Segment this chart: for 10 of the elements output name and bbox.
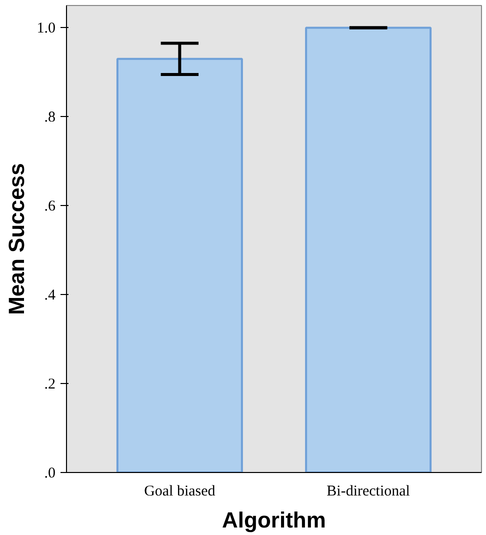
y-tick-label: .4 — [44, 288, 56, 304]
y-tick-label: 1.0 — [36, 20, 56, 37]
x-tick-label: Goal biased — [144, 484, 216, 500]
y-tick-label: .0 — [44, 466, 56, 482]
x-axis-title: Algorithm — [222, 508, 326, 532]
x-tick-label: Bi-directional — [326, 484, 410, 500]
y-tick-label: .8 — [44, 110, 56, 126]
y-axis-title: Mean Success — [4, 163, 29, 315]
y-tick-label: .2 — [44, 376, 56, 393]
y-tick-label: .6 — [44, 198, 56, 215]
